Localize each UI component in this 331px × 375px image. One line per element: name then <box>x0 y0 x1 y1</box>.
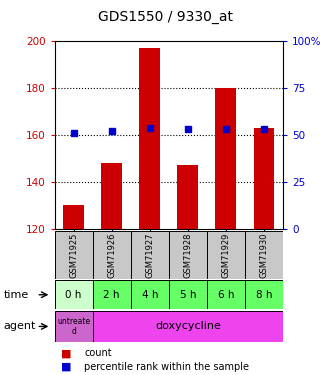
Text: ■: ■ <box>61 348 72 358</box>
Bar <box>55 231 93 279</box>
Bar <box>93 311 283 342</box>
Bar <box>131 231 169 279</box>
Text: 0 h: 0 h <box>66 290 82 300</box>
Text: GSM71926: GSM71926 <box>107 232 116 278</box>
Text: GSM71930: GSM71930 <box>260 232 268 278</box>
Bar <box>93 231 131 279</box>
Text: ■: ■ <box>61 362 72 372</box>
Bar <box>139 48 160 229</box>
Bar <box>207 280 245 309</box>
Text: GSM71927: GSM71927 <box>145 232 154 278</box>
Bar <box>254 128 274 229</box>
Text: untreate
d: untreate d <box>57 317 90 336</box>
Text: GSM71925: GSM71925 <box>69 232 78 278</box>
Bar <box>245 231 283 279</box>
Text: GDS1550 / 9330_at: GDS1550 / 9330_at <box>98 10 233 24</box>
Bar <box>63 206 84 229</box>
Bar <box>215 88 236 229</box>
Bar <box>177 165 198 229</box>
Text: GSM71928: GSM71928 <box>183 232 192 278</box>
Text: percentile rank within the sample: percentile rank within the sample <box>84 362 249 372</box>
Text: 8 h: 8 h <box>256 290 272 300</box>
Text: count: count <box>84 348 112 358</box>
Text: agent: agent <box>3 321 36 332</box>
Text: GSM71929: GSM71929 <box>221 232 230 278</box>
Text: 6 h: 6 h <box>218 290 234 300</box>
Bar <box>131 280 169 309</box>
Bar <box>55 280 93 309</box>
Bar <box>169 231 207 279</box>
Text: 4 h: 4 h <box>142 290 158 300</box>
Bar <box>93 280 131 309</box>
Text: 5 h: 5 h <box>180 290 196 300</box>
Text: 2 h: 2 h <box>104 290 120 300</box>
Text: time: time <box>3 290 28 300</box>
Bar <box>207 231 245 279</box>
Bar <box>169 280 207 309</box>
Bar <box>101 163 122 229</box>
Bar <box>245 280 283 309</box>
Text: doxycycline: doxycycline <box>155 321 221 332</box>
Bar <box>55 311 93 342</box>
